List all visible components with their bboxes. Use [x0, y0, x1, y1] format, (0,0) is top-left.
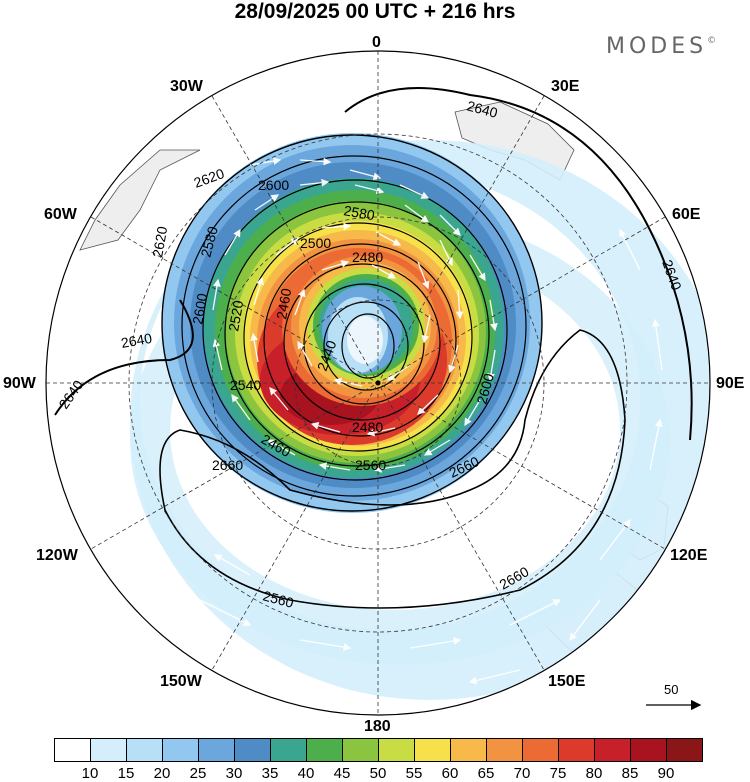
- colorbar-tick-label: 90: [657, 765, 675, 782]
- colorbar-swatch: [594, 738, 631, 762]
- colorbar-tick-label: 70: [513, 765, 531, 782]
- colorbar-swatch: [558, 738, 595, 762]
- contour-label: 2620: [149, 225, 170, 259]
- contour-label: 2460: [273, 287, 294, 321]
- colorbar-swatch: [486, 738, 523, 762]
- colorbar-tick-label: 85: [621, 765, 639, 782]
- colorbar-tick-label: 20: [153, 765, 171, 782]
- contour-label: 2640: [465, 97, 499, 121]
- contour-label: 2580: [342, 202, 376, 223]
- lon-label-150w: 150W: [160, 673, 202, 690]
- south-pole-marker: [375, 380, 381, 386]
- lon-label-60e: 60E: [672, 206, 701, 223]
- contour-label: 2600: [189, 292, 210, 326]
- contour-label: 2520: [225, 299, 246, 333]
- colorbar-tick-label: 50: [369, 765, 387, 782]
- height-contours: [54, 87, 693, 609]
- colorbar-swatch: [270, 738, 307, 762]
- lon-label-60w: 60W: [44, 206, 77, 223]
- contour-label: 2540: [230, 377, 261, 393]
- lon-label-0: 0: [372, 34, 381, 51]
- colorbar-tick-label: 30: [225, 765, 243, 782]
- colorbar-swatch: [450, 738, 487, 762]
- colorbar-tick-label: 35: [261, 765, 279, 782]
- colorbar-swatch: [306, 738, 343, 762]
- colorbar-swatch: [162, 738, 199, 762]
- contour-label: 2560: [261, 587, 295, 611]
- contour-label-group: 2640 2640 2640 2640 2620 2620 2600 2600 …: [55, 97, 685, 611]
- wind-vectors: [107, 157, 663, 685]
- map-frame: [45, 50, 711, 716]
- colorbar-swatch: [630, 738, 667, 762]
- contour-label: 2480: [352, 249, 383, 265]
- colorbar-swatch: [126, 738, 163, 762]
- colorbar-tick-label: 45: [333, 765, 351, 782]
- contour-label: 2480: [352, 419, 383, 435]
- modes-logo: MODES©: [606, 34, 717, 59]
- colorbar-tick-label: 10: [81, 765, 99, 782]
- contour-label: 2600: [258, 177, 289, 193]
- contour-label: 2580: [197, 224, 221, 258]
- colorbar-swatch: [342, 738, 379, 762]
- colorbar-tick-label: 40: [297, 765, 315, 782]
- colorbar-swatch: [378, 738, 415, 762]
- contour-label: 2600: [473, 371, 497, 405]
- colorbar-swatch: [522, 738, 559, 762]
- colorbar-swatch: [198, 738, 235, 762]
- lon-label-120e: 120E: [670, 547, 708, 564]
- contour-label: 2660: [212, 457, 243, 473]
- colorbar-swatch: [54, 738, 91, 762]
- colorbar-tick-label: 80: [585, 765, 603, 782]
- reference-vector-label: 50: [664, 682, 679, 697]
- map-title: 28/09/2025 00 UTC + 216 hrs: [234, 0, 516, 23]
- lon-label-90e: 90E: [716, 375, 745, 392]
- lon-label-150e: 150E: [548, 673, 586, 690]
- contour-label: 2500: [300, 235, 331, 251]
- colorbar-tick-label: 65: [477, 765, 495, 782]
- contour-label: 2640: [120, 330, 154, 351]
- lon-label-90w: 90W: [3, 375, 36, 392]
- colorbar-swatch: [666, 738, 703, 762]
- lon-label-30e: 30E: [551, 78, 580, 95]
- colorbar-tick-label: 75: [549, 765, 567, 782]
- lon-label-30w: 30W: [170, 78, 203, 95]
- lon-label-120w: 120W: [36, 547, 78, 564]
- colorbar-swatch: [90, 738, 127, 762]
- colorbar-tick-label: 60: [441, 765, 459, 782]
- colorbar-tick-label: 55: [405, 765, 423, 782]
- lon-label-180: 180: [364, 718, 391, 735]
- contour-label: 2560: [355, 457, 386, 473]
- colorbar-swatch: [234, 738, 271, 762]
- colorbar-swatch: [414, 738, 451, 762]
- colorbar-tick-label: 25: [189, 765, 207, 782]
- colorbar-tick-label: 15: [117, 765, 135, 782]
